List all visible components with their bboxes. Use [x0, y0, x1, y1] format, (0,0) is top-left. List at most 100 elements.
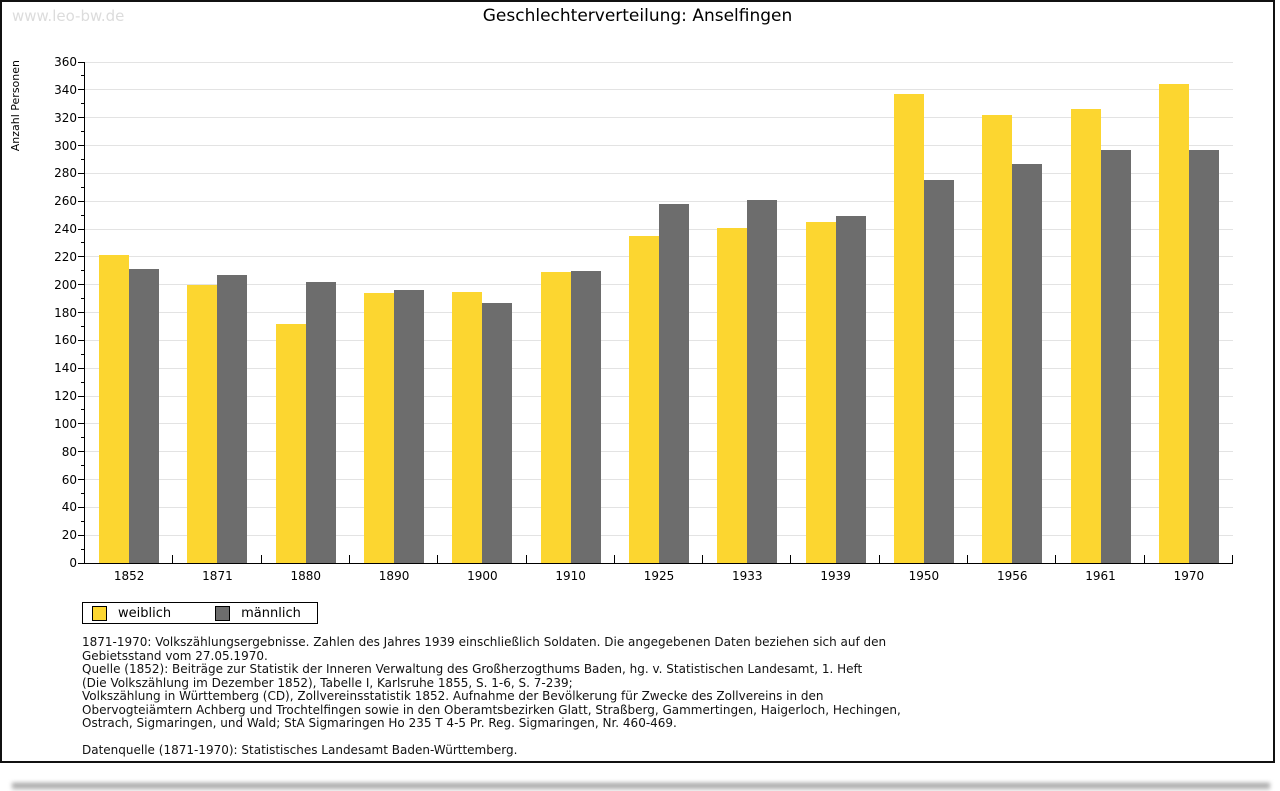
gridline-260: [85, 200, 1233, 202]
bar-männlich-1890: [394, 290, 425, 563]
bar-männlich-1925: [659, 203, 689, 563]
x-category-label-1956: 1956: [996, 569, 1028, 583]
y-tick-label-20: 20: [61, 528, 77, 543]
y-minortick-10: [81, 548, 85, 550]
gridline-320: [85, 117, 1233, 119]
x-category-label-1961: 1961: [1085, 569, 1116, 583]
y-tick-200: [78, 284, 85, 286]
bar-weiblich-1970: [1158, 84, 1189, 563]
chart-title: Geschlechterverteilung: Anselfingen: [482, 6, 793, 26]
y-tick-20: [78, 534, 85, 536]
legend-item-weiblich: weiblich: [92, 605, 171, 621]
legend-item-maennlich: männlich: [215, 605, 301, 621]
frame-shadow: [12, 783, 1270, 790]
y-tick-340: [78, 89, 85, 91]
maennlich-swatch-icon: [215, 605, 231, 621]
gridline-360: [85, 61, 1233, 63]
bar-männlich-1880: [305, 281, 336, 563]
footer-line-5: Volkszählung in Württemberg (CD), Zollve…: [82, 689, 824, 703]
bar-weiblich-1961: [1070, 109, 1101, 563]
y-minortick-270: [81, 186, 85, 188]
x-category-label-1925: 1925: [643, 569, 675, 583]
watermark: www.leo-bw.de: [12, 7, 125, 25]
x-tick-2: [260, 555, 262, 563]
y-tick-label-80: 80: [61, 444, 77, 459]
y-tick-40: [78, 506, 85, 508]
y-minortick-90: [81, 437, 85, 439]
y-tick-label-100: 100: [54, 416, 77, 431]
y-tick-label-60: 60: [61, 472, 77, 487]
x-category-label-1871: 1871: [202, 569, 233, 583]
x-tick-11: [1055, 555, 1057, 563]
x-tick-3: [348, 555, 350, 563]
bar-weiblich-1852: [99, 255, 130, 563]
y-tick-120: [78, 395, 85, 397]
y-tick-260: [78, 200, 85, 202]
gridline-340: [85, 89, 1233, 91]
y-minortick-350: [81, 75, 85, 77]
footer-line-3: Quelle (1852): Beiträge zur Statistik de…: [82, 662, 863, 676]
y-tick-label-120: 120: [54, 389, 77, 403]
y-minortick-310: [81, 131, 85, 133]
y-minortick-290: [81, 158, 85, 160]
weiblich-swatch-icon: [92, 605, 107, 621]
bar-männlich-1871: [217, 274, 248, 563]
y-tick-label-280: 280: [54, 166, 77, 181]
y-tick-label-220: 220: [54, 249, 77, 264]
y-minortick-130: [81, 381, 85, 383]
x-tick-9: [878, 555, 880, 563]
y-minortick-110: [81, 409, 85, 411]
x-tick-12: [1143, 555, 1145, 563]
bar-männlich-1910: [570, 270, 601, 563]
y-tick-label-180: 180: [54, 305, 77, 320]
y-minortick-70: [81, 465, 85, 467]
y-tick-240: [78, 228, 85, 230]
y-minortick-230: [81, 242, 85, 244]
y-tick-300: [78, 145, 85, 146]
footer-lines: 1871-1970: Volkszählungsergebnisse. Zahl…: [82, 635, 1232, 731]
bar-weiblich-1871: [187, 284, 218, 563]
y-minortick-30: [81, 520, 85, 522]
footer-datasource: Datenquelle (1871-1970): Statistisches L…: [82, 742, 518, 757]
x-category-label-1950: 1950: [908, 569, 940, 583]
y-minortick-250: [81, 214, 85, 216]
y-minortick-190: [81, 298, 85, 300]
bar-weiblich-1910: [540, 272, 571, 563]
bar-weiblich-1890: [364, 293, 395, 563]
legend-label-maennlich: männlich: [241, 605, 301, 621]
bar-männlich-1852: [129, 269, 160, 563]
y-axis-title: Anzahl Personen: [9, 60, 22, 152]
y-tick-280: [78, 172, 85, 174]
bar-männlich-1956: [1012, 163, 1043, 563]
y-tick-label-360: 360: [54, 55, 77, 69]
footer-line-2: Gebietsstand vom 27.05.1970.: [82, 648, 268, 663]
x-tick-7: [702, 555, 704, 563]
x-tick-8: [790, 555, 792, 563]
y-tick-100: [78, 423, 85, 425]
bar-männlich-1970: [1188, 149, 1219, 563]
x-category-label-1910: 1910: [555, 569, 586, 583]
y-tick-320: [78, 117, 85, 119]
y-minortick-170: [81, 325, 85, 327]
bar-männlich-1961: [1100, 149, 1131, 563]
x-category-label-1900: 1900: [467, 569, 498, 583]
bar-weiblich-1900: [452, 291, 483, 563]
y-tick-label-320: 320: [54, 110, 77, 125]
x-category-label-1970: 1970: [1173, 569, 1205, 583]
y-tick-label-340: 340: [54, 82, 77, 97]
footer-line-6: Obervogteiämtern Achberg und Trochtelfin…: [82, 702, 901, 717]
plot-area: 0 20 40 60 80 100 120 140 160 180 200 220 240 260 280 3…: [54, 55, 1233, 583]
bar-männlich-1939: [835, 216, 866, 563]
y-tick-60: [78, 479, 85, 480]
x-tick-4: [437, 555, 439, 563]
x-category-label-1939: 1939: [820, 569, 851, 583]
y-tick-0: [78, 562, 85, 564]
legend: weiblich männlich: [82, 602, 318, 624]
bar-weiblich-1933: [717, 227, 748, 563]
y-tick-80: [78, 451, 85, 453]
x-category-label-1890: 1890: [378, 569, 410, 583]
footer-line-4: (Die Volkszählung im Dezember 1852), Tab…: [82, 675, 573, 690]
y-tick-label-240: 240: [54, 222, 77, 236]
x-tick-6: [613, 555, 615, 563]
y-tick-label-260: 260: [54, 194, 77, 209]
